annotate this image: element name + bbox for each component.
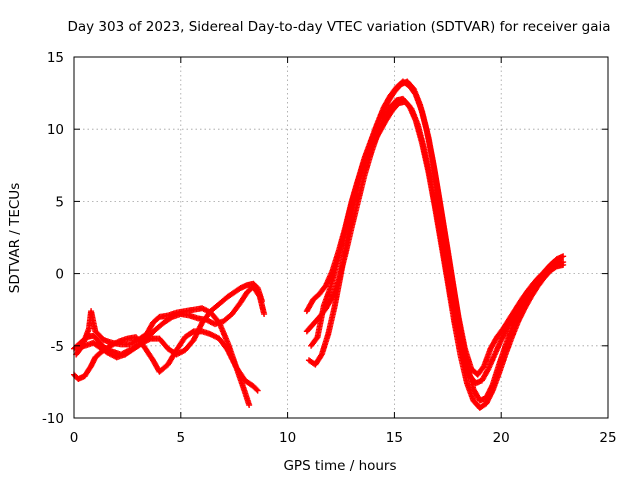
- x-tick-label: 0: [70, 430, 79, 446]
- chart-title: Day 303 of 2023, Sidereal Day-to-day VTE…: [67, 19, 610, 35]
- data-point: [560, 253, 567, 260]
- x-tick-label: 25: [599, 430, 616, 446]
- x-tick-label: 20: [493, 430, 510, 446]
- x-tick-label: 5: [177, 430, 186, 446]
- data-point-fill: [253, 386, 260, 393]
- y-tick-label: 10: [47, 122, 64, 138]
- data-point: [261, 311, 268, 318]
- data-point: [558, 259, 565, 266]
- y-tick-label: -5: [51, 339, 64, 355]
- plot-frame: [73, 56, 609, 419]
- y-tick-label: 5: [55, 194, 64, 210]
- x-axis-label: GPS time / hours: [283, 458, 396, 474]
- y-tick-label: -10: [42, 411, 64, 427]
- axis-ticks: 0 5 10 15 20 25 -10 -5 0 5 10 15: [42, 50, 617, 446]
- data-point-fill: [317, 352, 324, 359]
- data-point: [246, 402, 253, 409]
- x-tick-label: 15: [386, 430, 403, 446]
- data-point: [258, 298, 265, 305]
- y-axis-label: SDTVAR / TECUs: [7, 183, 23, 293]
- x-tick-label: 10: [279, 430, 296, 446]
- y-tick-label: 0: [55, 267, 64, 283]
- data-point: [254, 387, 261, 394]
- y-tick-label: 15: [47, 50, 64, 66]
- data-points: [71, 78, 567, 411]
- data-point-fill: [313, 335, 320, 342]
